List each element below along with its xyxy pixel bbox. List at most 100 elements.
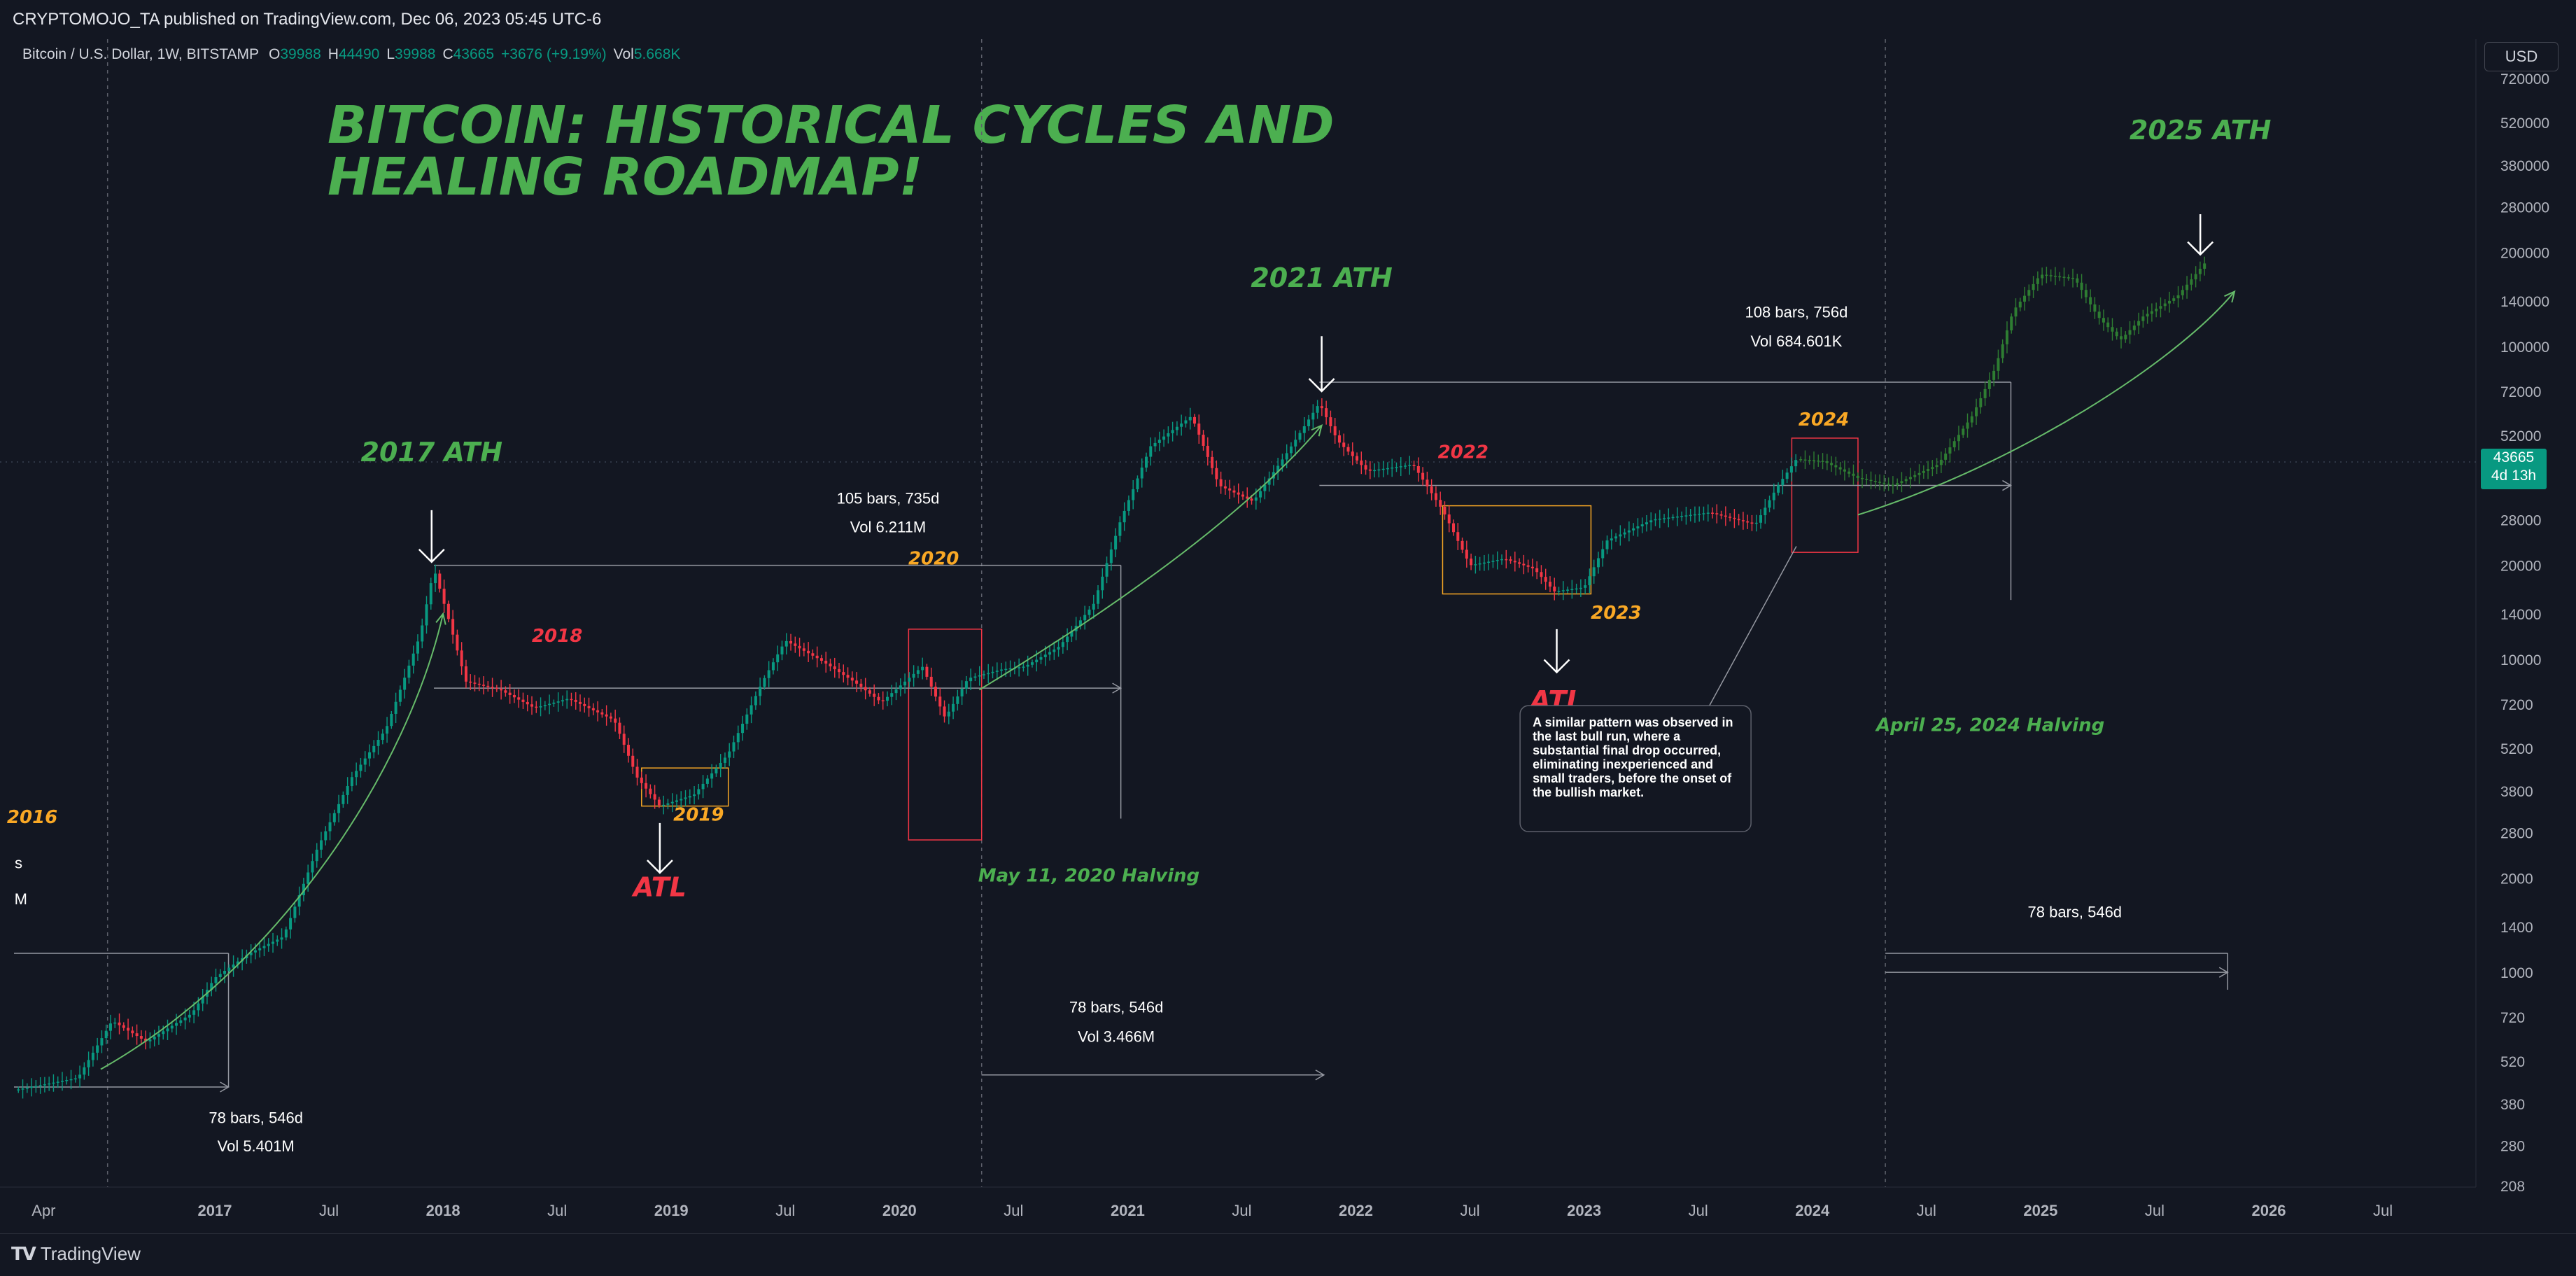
candle-body — [684, 797, 687, 799]
atl-label: ATL — [631, 872, 687, 903]
candle-body — [846, 675, 850, 678]
chart-background — [0, 39, 2576, 1233]
candle-body — [407, 665, 411, 678]
candle-body — [645, 783, 648, 789]
candle-body — [1434, 493, 1437, 500]
projection-bar — [2062, 276, 2066, 278]
candle-body — [1281, 459, 1284, 466]
callout-box — [1519, 705, 1752, 832]
candle-body — [1035, 659, 1039, 663]
time-tick-label: Jul — [2373, 1202, 2393, 1219]
tradingview-brand[interactable]: TV TradingView — [11, 1243, 141, 1265]
candle-body — [1215, 468, 1218, 479]
candle-body — [1746, 521, 1750, 523]
candles — [17, 398, 1798, 1099]
candle-body — [574, 699, 577, 702]
callout-text-line: A similar pattern was observed in — [1533, 715, 1733, 729]
projection-bar — [1975, 407, 1978, 416]
candle-body — [1513, 561, 1516, 563]
candle-body — [1250, 498, 1253, 501]
measure-label: 78 bars, 546d — [209, 1109, 303, 1126]
time-tick-label: Apr — [31, 1202, 55, 1219]
candle-body — [794, 643, 797, 646]
candle-body — [144, 1038, 148, 1042]
callout-pointer — [1699, 546, 1797, 723]
candle-body — [127, 1028, 130, 1031]
candle-body — [1627, 530, 1631, 533]
candle-body — [1535, 568, 1539, 573]
projection-bar — [2014, 307, 2018, 317]
currency-button[interactable]: USD — [2484, 42, 2559, 71]
annotation-arrows — [418, 214, 2214, 874]
price-chart[interactable]: Bitcoin / U.S. Dollar, 1W, BITSTAMP O3998… — [0, 39, 2576, 1233]
candle-body — [350, 777, 353, 786]
candle-body — [1509, 559, 1512, 561]
candle-body — [1171, 430, 1174, 433]
candle-body — [688, 796, 691, 798]
candle-body — [1754, 522, 1758, 524]
candle-body — [1302, 426, 1306, 433]
projection-bar — [2141, 316, 2145, 321]
candle-body — [1140, 468, 1143, 479]
candle-body — [842, 672, 845, 675]
candle-body — [118, 1022, 121, 1025]
candle-body — [104, 1030, 108, 1039]
candle-body — [807, 650, 810, 654]
down-arrow-head — [1543, 659, 1570, 674]
candle-body — [367, 752, 371, 759]
candle-body — [337, 804, 341, 813]
projection-bar — [2053, 275, 2057, 277]
candle-body — [197, 1003, 200, 1011]
trend-curve-arrow — [435, 612, 446, 625]
candle-body — [1421, 472, 1425, 480]
candle-body — [1368, 469, 1372, 471]
candle-body — [403, 678, 407, 690]
candle-body — [873, 693, 876, 697]
projection-bar — [1904, 479, 1908, 482]
callout-text-line: substantial final drop occurred, — [1533, 743, 1721, 757]
candle-body — [131, 1030, 134, 1034]
candle-body — [1167, 433, 1170, 437]
candle-body — [1789, 466, 1793, 473]
projection-bar — [1830, 463, 1834, 465]
candle-body — [122, 1025, 125, 1028]
footer: TV TradingView — [0, 1233, 2576, 1276]
volume-label: Vol — [614, 46, 634, 62]
highlight-boxes — [641, 437, 1859, 841]
candle-body — [1553, 587, 1556, 591]
ath-label: 2017 ATH — [361, 437, 503, 468]
candle-body — [530, 704, 534, 707]
publish-line: CRYPTOMOJO_TA published on TradingView.c… — [13, 10, 602, 29]
price-tick-label: 1000 — [2500, 965, 2533, 981]
tradingview-logo-icon: TV — [11, 1243, 36, 1265]
candle-body — [776, 654, 780, 663]
candle-body — [473, 682, 477, 684]
projection-bar — [2058, 276, 2062, 278]
candle-body — [148, 1039, 152, 1042]
projection-bar — [2045, 274, 2048, 276]
candle-body — [1219, 479, 1223, 486]
candle-body — [947, 711, 950, 717]
time-tick-label: Jul — [1917, 1202, 1936, 1219]
candle-body — [1043, 654, 1047, 657]
candle-body — [1470, 559, 1473, 566]
candle-body — [1000, 669, 1004, 671]
bar-countdown: 4d 13h — [2491, 468, 2537, 484]
measure-label: Vol 3.466M — [1078, 1028, 1155, 1045]
candle-body — [315, 849, 318, 862]
projection-bar — [2137, 321, 2141, 326]
projection-bar — [2102, 318, 2105, 323]
candle-body — [881, 700, 885, 701]
projection-bar — [1882, 482, 1886, 484]
projection-bar — [2084, 290, 2088, 297]
candle-body — [376, 739, 380, 746]
candle-body — [188, 1014, 191, 1018]
candle-body — [512, 694, 516, 698]
candle-body — [1311, 412, 1315, 420]
projection-bar — [1865, 479, 1868, 480]
candle-body — [1654, 519, 1657, 521]
candle-body — [293, 906, 297, 918]
time-tick-label: 2021 — [1111, 1202, 1145, 1219]
projection-bar — [2027, 290, 2031, 296]
price-tick-label: 5200 — [2500, 741, 2533, 757]
